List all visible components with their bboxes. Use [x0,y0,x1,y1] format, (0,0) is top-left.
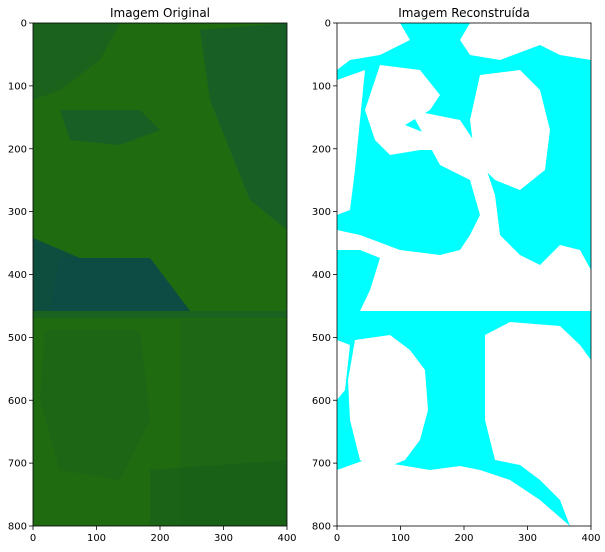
reconstructed-xtick-label: 200 [454,533,473,544]
reconstructed-ytick-label: 500 [312,333,331,344]
reconstructed-xtick-label: 100 [391,533,410,544]
original-image [33,23,287,526]
reconstructed-ytick-label: 200 [312,144,331,155]
original-ytick-label: 300 [8,207,27,218]
reconstructed-ytick-label: 300 [312,207,331,218]
reconstructed-axes: 0 100 200 300 400 0 100 200 300 400 500 600 700 800 [312,19,601,545]
reconstructed-xtick-label: 300 [518,533,537,544]
reconstructed-xtick-label: 400 [581,533,600,544]
original-axes: 0 100 200 300 400 0 100 200 300 400 500 600 700 800 [8,19,297,545]
reconstructed-image [337,23,591,526]
reconstructed-image-panel: Imagem Reconstruída 0 100 200 300 400 0 100 200… [312,6,601,544]
reconstructed-ytick-label: 700 [312,459,331,470]
original-ytick-label: 600 [8,396,27,407]
original-xtick-label: 100 [87,533,106,544]
reconstructed-ytick-label: 100 [312,81,331,92]
original-ytick-label: 0 [21,19,27,30]
original-ytick-label: 100 [8,81,27,92]
original-ytick-label: 500 [8,333,27,344]
reconstructed-ytick-label: 0 [325,19,331,30]
original-image-title: Imagem Original [110,6,210,20]
original-xtick-label: 400 [277,533,296,544]
reconstructed-xtick-label: 0 [334,533,340,544]
original-image-panel: Imagem Original 0 100 200 300 400 0 100 200 300 4… [8,6,297,544]
original-ytick-label: 200 [8,144,27,155]
reconstructed-ytick-label: 400 [312,270,331,281]
original-xtick-label: 0 [30,533,36,544]
reconstructed-image-title: Imagem Reconstruída [398,6,530,20]
original-ytick-label: 700 [8,459,27,470]
original-ytick-label: 800 [8,522,27,533]
reconstructed-ytick-label: 800 [312,522,331,533]
reconstructed-ytick-label: 600 [312,396,331,407]
original-xtick-label: 300 [214,533,233,544]
original-ytick-label: 400 [8,270,27,281]
original-xtick-label: 200 [150,533,169,544]
